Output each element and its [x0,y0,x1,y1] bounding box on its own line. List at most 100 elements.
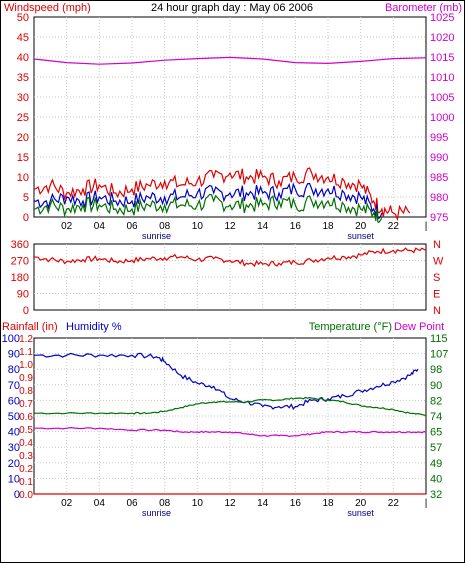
humidity-tick: 30 [8,442,20,454]
rainfall-tick: 0.6 [19,412,33,423]
sunrise-label: sunrise [142,508,171,518]
series-dewpoint [34,426,427,438]
x-tick-label: 16 [290,498,302,509]
windspeed-tick: 0 [23,212,29,224]
temperature-tick: 90 [430,380,442,392]
x-tick-label: | [425,221,428,232]
rainfall-tick: 0.2 [19,464,33,475]
barometer-tick: 975 [430,212,448,224]
direction-tick: 270 [11,256,29,268]
series-wind_min [33,193,383,224]
dewpoint-axis-label: Dew Point [394,321,444,333]
temperature-tick: 115 [430,333,448,345]
rainfall-tick: 0.5 [19,425,33,436]
sunset-label: sunset [347,231,374,241]
x-tick-label: 06 [126,498,138,509]
humidity-tick: 80 [8,364,20,376]
barometer-tick: 980 [430,192,448,204]
temperature-tick: 107 [430,349,448,361]
temperature-tick: 65 [430,427,442,439]
rainfall-tick: 0.3 [19,451,33,462]
windspeed-tick: 30 [17,92,29,104]
x-tick-label: 02 [61,221,73,232]
x-tick-label: 22 [388,221,400,232]
rainfall-tick: 1.0 [19,360,33,371]
temperature-tick: 57 [430,442,442,454]
temperature-tick: 49 [430,458,442,470]
rainfall-axis-label: Rainfall (in) [2,321,58,333]
temperature-tick: 82 [430,395,442,407]
x-tick-label: 02 [61,498,73,509]
x-tick-label: 14 [257,498,269,509]
barometer-tick: 990 [430,152,448,164]
barometer-tick: 985 [430,172,448,184]
compass-tick: N [433,305,441,317]
compass-tick: S [433,272,440,284]
windspeed-axis-label: Windspeed (mph) [4,2,91,14]
x-tick-label: 18 [322,221,334,232]
rainfall-tick: 1.2 [19,334,33,345]
barometer-tick: 1000 [430,112,454,124]
sunset-label: sunset [347,508,374,518]
compass-tick: E [433,289,440,301]
barometer-tick: 1025 [430,12,454,24]
barometer-tick: 1020 [430,32,454,44]
humidity-tick: 40 [8,427,20,439]
x-tick-label: 14 [257,221,269,232]
barometer-tick: 995 [430,132,448,144]
sunrise-label: sunrise [142,231,171,241]
x-tick-label: 16 [290,221,302,232]
chart-title: 24 hour graph day : May 06 2006 [151,2,313,14]
barometer-tick: 1015 [430,52,454,64]
temperature-tick: 32 [430,489,442,501]
rainfall-tick: 1.1 [19,347,33,358]
x-tick-label: 10 [192,498,204,509]
compass-tick: N [433,239,441,251]
barometer-tick: 1005 [430,92,454,104]
windspeed-tick: 25 [17,112,29,124]
humidity-tick: 0 [14,489,20,501]
rainfall-tick: 0.1 [19,477,33,488]
humidity-tick: 100 [2,333,20,345]
windspeed-tick: 15 [17,152,29,164]
humidity-tick: 70 [8,380,20,392]
x-tick-label: 12 [224,221,236,232]
rainfall-tick: 0.4 [19,438,33,449]
windspeed-tick: 35 [17,72,29,84]
windspeed-tick: 50 [17,12,29,24]
x-tick-label: 20 [355,498,367,509]
rainfall-tick: 0.9 [19,373,33,384]
windspeed-tick: 5 [23,192,29,204]
x-tick-label: 18 [322,498,334,509]
series-direction [33,247,427,268]
series-barometer [33,56,427,65]
rainfall-tick: 0.8 [19,386,33,397]
humidity-axis-label: Humidity % [66,321,122,333]
humidity-tick: 20 [8,458,20,470]
x-tick-label: 04 [94,221,106,232]
series-temperature [34,396,427,416]
barometer-tick: 1010 [430,72,454,84]
barometer-axis-label: Barometer (mb) [385,2,462,14]
direction-tick: 0 [23,305,29,317]
direction-tick: 360 [11,239,29,251]
windspeed-tick: 10 [17,172,29,184]
series-wind_avg [33,182,383,220]
rainfall-tick: 0.0 [19,490,33,501]
windspeed-tick: 45 [17,32,29,44]
x-tick-label: 06 [126,221,138,232]
x-tick-label: 04 [94,498,106,509]
series-humidity [34,352,419,410]
temperature-tick: 74 [430,411,442,423]
windspeed-tick: 20 [17,132,29,144]
humidity-tick: 90 [8,349,20,361]
x-tick-label: 10 [192,221,204,232]
x-tick-label: 08 [159,498,171,509]
x-tick-label: 20 [355,221,367,232]
series-wind_gust [33,167,411,222]
compass-tick: W [433,256,444,268]
direction-tick: 90 [17,289,29,301]
temperature-tick: 40 [430,473,442,485]
